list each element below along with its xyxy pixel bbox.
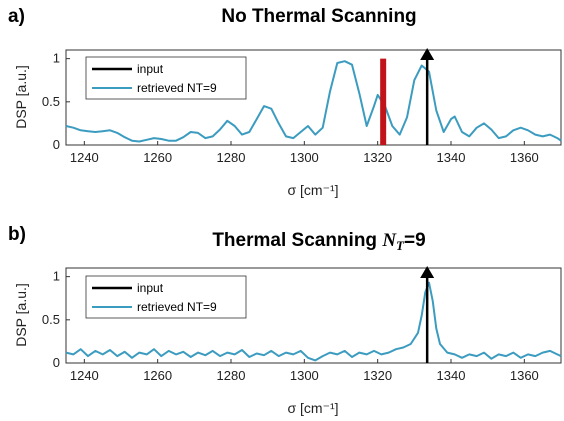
input-marker-arrowhead-a (420, 48, 435, 60)
legend-entry-retrieved-a: retrieved NT=9 (137, 81, 217, 95)
x-tick-label-a: 1300 (290, 150, 319, 165)
x-axis-label-a: σ [cm⁻¹] (287, 182, 338, 198)
panel-a: a) No Thermal Scanning 1240 1260 1280 1300 1… (8, 6, 562, 198)
x-tick-label-b: 1240 (70, 368, 99, 383)
legend-entry-input-b: input (137, 281, 164, 295)
x-axis-label-b: σ [cm⁻¹] (287, 400, 338, 416)
panel-label-b: b) (8, 224, 26, 245)
x-tick-label-a: 1280 (217, 150, 246, 165)
plot-area-a (65, 49, 562, 146)
y-tick-label-a: 1 (53, 51, 60, 66)
chart-title-a: No Thermal Scanning (221, 6, 416, 27)
panel-b: b) Thermal Scanning NT=9 1240 1260 1280 130… (8, 224, 562, 416)
x-tick-label-a: 1360 (510, 150, 539, 165)
x-tick-label-b: 1320 (363, 368, 392, 383)
y-tick-label-b: 1 (53, 269, 60, 284)
x-tick-label-a: 1340 (437, 150, 466, 165)
chart-title-b: Thermal Scanning NT=9 (212, 230, 425, 253)
y-axis-label-b: DSP [a.u.] (13, 283, 29, 347)
x-tick-label-a: 1240 (70, 150, 99, 165)
y-tick-label-a: 0 (53, 137, 60, 152)
x-tick-label-a: 1260 (143, 150, 172, 165)
x-tick-label-b: 1280 (217, 368, 246, 383)
y-tick-label-b: 0.5 (42, 312, 60, 327)
legend-a: input retrieved NT=9 (85, 56, 247, 100)
y-axis-label-a: DSP [a.u.] (13, 65, 29, 129)
y-tick-label-a: 0.5 (42, 94, 60, 109)
input-marker-arrowhead-b (420, 266, 435, 278)
plot-area-b (65, 267, 562, 364)
legend-b: input retrieved NT=9 (85, 275, 247, 319)
x-tick-label-b: 1300 (290, 368, 319, 383)
x-tick-label-b: 1340 (437, 368, 466, 383)
legend-entry-retrieved-b: retrieved NT=9 (137, 300, 217, 314)
y-tick-label-b: 0 (53, 355, 60, 370)
series-line-retrieved-b (65, 281, 562, 362)
x-tick-label-a: 1320 (363, 150, 392, 165)
panel-label-a: a) (8, 6, 25, 27)
x-tick-label-b: 1360 (510, 368, 539, 383)
legend-entry-input-a: input (137, 62, 164, 76)
highlight-bar-a (380, 58, 387, 145)
series-line-retrieved-a (65, 60, 562, 143)
x-tick-label-b: 1260 (143, 368, 172, 383)
